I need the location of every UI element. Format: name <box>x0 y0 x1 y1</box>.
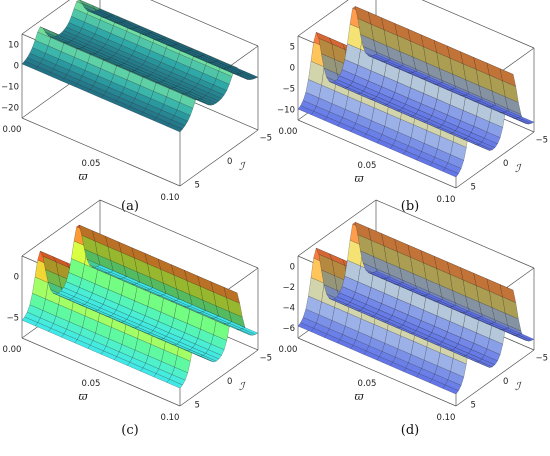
box-edge <box>297 337 457 407</box>
x-axis-label: ϖ <box>79 170 89 183</box>
y-tick-label: 0 <box>503 377 508 387</box>
box-edge <box>297 119 457 189</box>
box-edge <box>150 0 259 47</box>
box-edge <box>297 0 349 37</box>
x-tick-label: 0.00 <box>279 127 298 137</box>
x-tick-label: 0.05 <box>82 379 101 389</box>
box-edge <box>421 0 535 49</box>
panel-c: 0 −5 0.00 0.05 0.10 5 0 −5 ϖ ℐ (c) <box>3 199 273 438</box>
panel-label: (d) <box>401 423 419 438</box>
box-edge <box>21 0 70 35</box>
surface-patch <box>241 327 259 335</box>
panel-label: (c) <box>121 423 138 438</box>
box-edge <box>375 199 535 269</box>
x-tick-label: 0.10 <box>161 413 180 423</box>
y-tick-label: −5 <box>536 136 549 146</box>
y-tick-label: 0 <box>227 157 232 167</box>
x-tick-label: 0.00 <box>3 125 22 135</box>
panel-a: 10 0 −10 −20 0.00 0.05 0.10 5 0 −5 ϖ ℐ (a) <box>1 0 272 214</box>
z-tick-label: −2 <box>282 283 295 293</box>
z-tick-label: 0 <box>14 62 19 72</box>
x-axis-label: ϖ <box>355 172 365 185</box>
x-tick-label: 0.10 <box>161 193 180 203</box>
tick-labels: 0 −5 0.00 0.05 0.10 5 0 −5 <box>3 273 273 424</box>
y-tick-label: 5 <box>195 400 200 410</box>
x-axis-label: ϖ <box>79 390 89 403</box>
box-edge <box>21 337 181 407</box>
y-axis-label: ℐ <box>515 380 522 393</box>
z-tick-label: −10 <box>1 83 19 93</box>
surface-patch <box>241 71 259 79</box>
box-edge <box>455 349 535 407</box>
surface <box>21 0 259 133</box>
z-tick-label: −4 <box>282 303 295 313</box>
surface-patch <box>517 116 535 124</box>
y-tick-label: 0 <box>503 159 508 169</box>
y-tick-label: 0 <box>227 377 232 387</box>
tick-labels: 0 −2 −4 −6 0.00 0.05 0.10 5 0 −5 <box>279 262 549 423</box>
y-tick-label: −5 <box>260 354 273 364</box>
y-axis-label: ℐ <box>239 160 246 173</box>
y-tick-label: 5 <box>195 180 200 190</box>
panel-d: 0 −2 −4 −6 0.00 0.05 0.10 5 0 −5 ϖ ℐ (d) <box>279 199 549 438</box>
y-tick-label: −5 <box>536 354 549 364</box>
x-axis-label: ϖ <box>355 390 365 403</box>
z-tick-label: −10 <box>277 106 295 116</box>
z-tick-label: −5 <box>282 85 295 95</box>
x-tick-label: 0.10 <box>437 195 456 205</box>
box-edge <box>179 349 259 407</box>
z-tick-label: 0 <box>14 273 19 283</box>
surface <box>21 224 259 389</box>
box-edge <box>179 129 259 187</box>
z-tick-label: 0 <box>290 262 295 272</box>
panel-b: 5 0 −5 −10 0.00 0.05 0.10 5 0 −5 ϖ ℐ (b) <box>277 0 548 214</box>
panel-label: (a) <box>121 199 139 214</box>
x-tick-label: 0.05 <box>358 379 377 389</box>
z-tick-label: 0 <box>290 64 295 74</box>
y-tick-label: 5 <box>471 400 476 410</box>
box-edge <box>21 117 181 187</box>
z-tick-label: −5 <box>6 314 19 324</box>
y-tick-label: −5 <box>260 134 273 144</box>
y-axis-label: ℐ <box>239 380 246 393</box>
surface <box>297 6 535 178</box>
surface <box>297 221 535 395</box>
box-edge <box>297 199 377 257</box>
y-tick-label: 5 <box>471 182 476 192</box>
box-edge <box>99 199 259 269</box>
x-tick-label: 0.00 <box>279 345 298 355</box>
box-edge <box>455 131 535 189</box>
y-axis-label: ℐ <box>515 162 522 175</box>
z-tick-label: −6 <box>282 324 295 334</box>
tick-labels: 10 0 −10 −20 0.00 0.05 0.10 5 0 −5 <box>1 41 272 204</box>
x-tick-label: 0.05 <box>358 161 377 171</box>
x-tick-label: 0.10 <box>437 413 456 423</box>
x-tick-label: 0.00 <box>3 345 22 355</box>
panel-label: (b) <box>401 199 419 214</box>
z-tick-label: 5 <box>290 43 295 53</box>
z-tick-label: 10 <box>8 41 19 51</box>
z-tick-label: −20 <box>1 104 19 114</box>
box-edge <box>21 199 101 257</box>
tick-labels: 5 0 −5 −10 0.00 0.05 0.10 5 0 −5 <box>277 43 548 206</box>
surface-patch <box>517 333 535 341</box>
x-tick-label: 0.05 <box>82 159 101 169</box>
